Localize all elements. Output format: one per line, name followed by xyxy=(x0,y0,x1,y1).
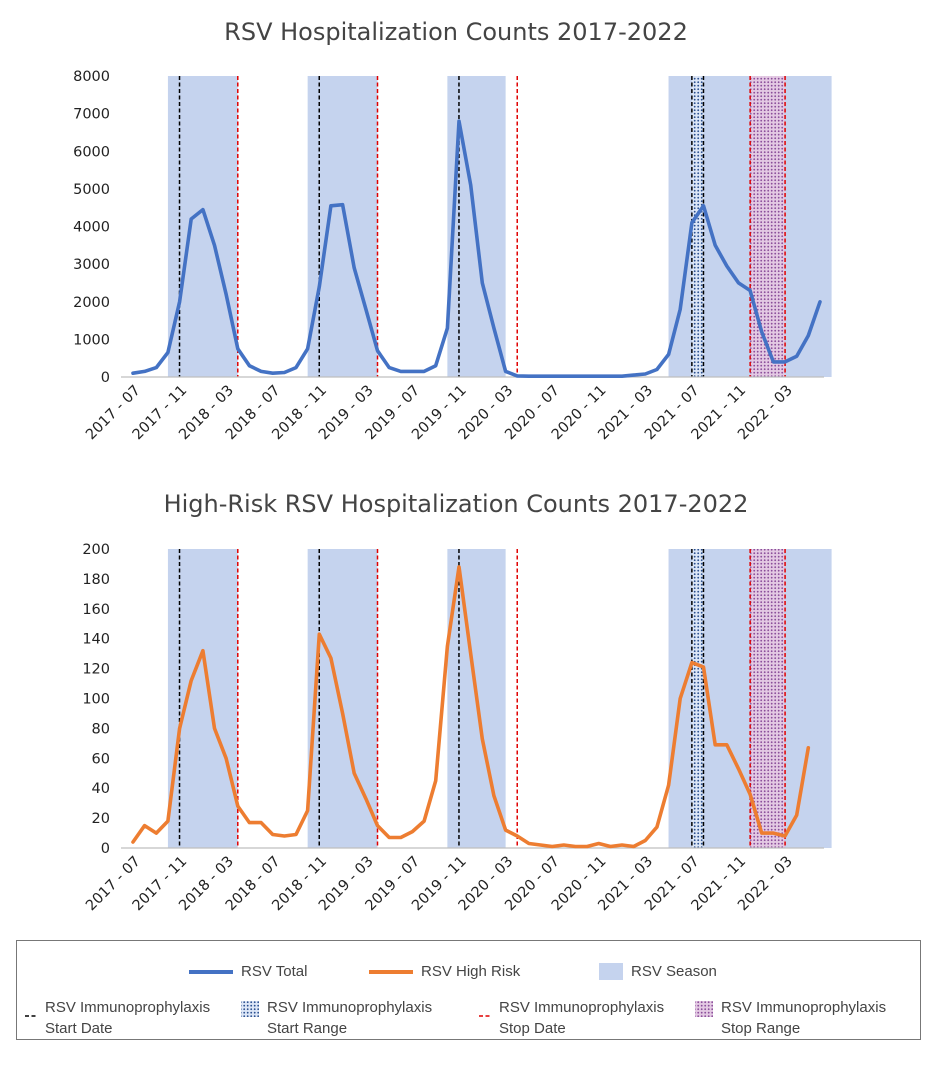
season-band xyxy=(167,76,238,377)
legend: RSV Total RSV High Risk RSV Season RSV I… xyxy=(16,940,921,1040)
y-tick-label: 3000 xyxy=(73,257,110,273)
y-tick-label: 6000 xyxy=(73,144,110,160)
legend-item-start-date: RSV Immunoprophylaxis Start Date xyxy=(23,997,210,1039)
y-tick-label: 2000 xyxy=(73,295,110,311)
legend-item-high-risk: RSV High Risk xyxy=(367,961,520,982)
high-risk-hospitalization-chart: High-Risk RSV Hospitalization Counts 201… xyxy=(0,478,936,938)
start-range-band xyxy=(691,76,704,377)
series-line xyxy=(131,565,811,849)
season-band xyxy=(167,549,238,848)
y-tick-label: 200 xyxy=(82,542,110,558)
season-band xyxy=(307,76,378,377)
total-hospitalization-chart: RSV Hospitalization Counts 2017-2022 0 10… xyxy=(0,0,936,465)
y-tick-label: 1000 xyxy=(73,332,110,348)
y-tick-label: 160 xyxy=(82,602,110,618)
stop-range-band xyxy=(750,549,786,848)
legend-label: RSV Immunoprophylaxis Start Range xyxy=(267,999,433,1037)
legend-label: RSV Immunoprophylaxis Stop Range xyxy=(721,999,887,1037)
y-tick-label: 5000 xyxy=(73,182,110,198)
y-tick-label: 60 xyxy=(92,751,110,767)
y-tick-label: 7000 xyxy=(73,107,110,123)
legend-label: RSV Immunoprophylaxis Start Date xyxy=(45,999,211,1037)
high-risk-chart-svg: High-Risk RSV Hospitalization Counts 201… xyxy=(82,490,832,914)
legend-label: RSV Season xyxy=(631,963,717,980)
chart-title: High-Risk RSV Hospitalization Counts 201… xyxy=(164,490,749,518)
y-tick-label: 0 xyxy=(101,841,110,857)
y-tick-label: 0 xyxy=(101,370,110,386)
y-tick-label: 20 xyxy=(92,811,110,827)
chart-title: RSV Hospitalization Counts 2017-2022 xyxy=(224,18,688,46)
legend-item-season: RSV Season xyxy=(597,961,717,982)
legend-item-start-range: RSV Immunoprophylaxis Start Range xyxy=(239,997,432,1039)
y-tick-label: 140 xyxy=(82,632,110,648)
legend-label: RSV Immunoprophylaxis Stop Date xyxy=(499,999,665,1037)
series-line xyxy=(131,119,822,379)
total-chart-svg: RSV Hospitalization Counts 2017-2022 0 10… xyxy=(73,18,832,443)
y-tick-label: 40 xyxy=(92,781,110,797)
legend-label: RSV High Risk xyxy=(421,963,521,980)
y-tick-label: 4000 xyxy=(73,220,110,236)
legend-item-total: RSV Total xyxy=(187,961,307,982)
y-tick-label: 100 xyxy=(82,692,110,708)
y-tick-label: 8000 xyxy=(73,69,110,85)
y-tick-label: 80 xyxy=(92,721,110,737)
legend-label: RSV Total xyxy=(241,963,308,980)
start-range-band xyxy=(691,549,704,848)
stop-range-band xyxy=(750,76,786,377)
y-tick-label: 120 xyxy=(82,662,110,678)
legend-item-stop-date: RSV Immunoprophylaxis Stop Date xyxy=(477,997,664,1039)
legend-item-stop-range: RSV Immunoprophylaxis Stop Range xyxy=(693,997,886,1039)
y-tick-label: 180 xyxy=(82,572,110,588)
